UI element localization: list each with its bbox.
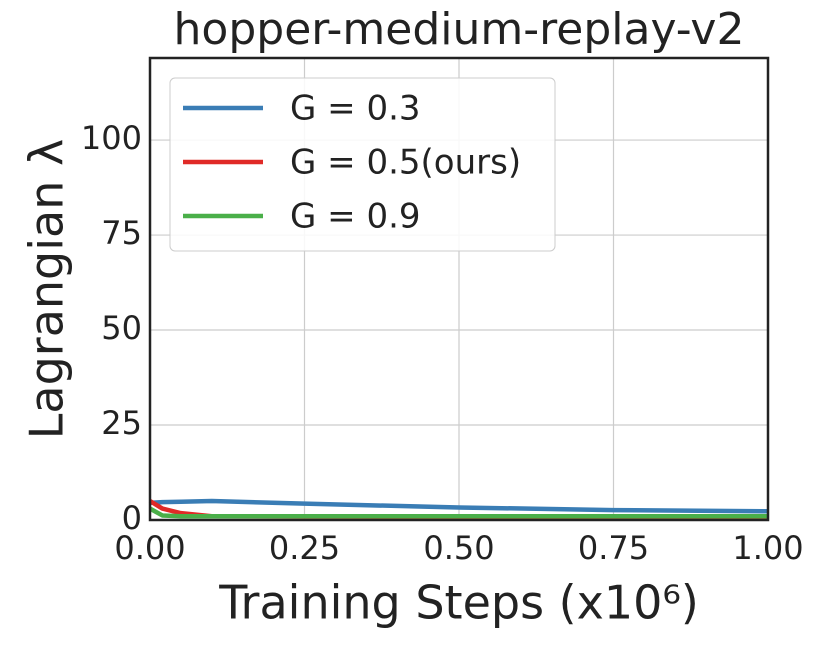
x-axis-label: Training Steps (x10⁶) (218, 576, 699, 630)
y-tick-label: 75 (101, 214, 142, 252)
chart-title: hopper-medium-replay-v2 (174, 4, 745, 55)
x-tick-label: 0.50 (423, 529, 494, 567)
line (149, 498, 769, 514)
y-tick-label: 0 (122, 499, 142, 537)
legend-label: G = 0.9 (290, 197, 421, 237)
legend-label: G = 0.5(ours) (290, 143, 521, 183)
line (148, 506, 768, 519)
y-axis-label: Lagrangian λ (20, 139, 74, 439)
x-tick-label: 0.25 (269, 529, 340, 567)
y-tick-label: 25 (101, 404, 142, 442)
legend-label: G = 0.3 (290, 89, 421, 129)
y-tick-label: 100 (81, 119, 142, 157)
legend-box (169, 77, 556, 252)
legend: G = 0.3 G = 0.5(ours) G = 0.9 (169, 77, 556, 252)
x-tick-label: 0.00 (114, 529, 185, 567)
x-tick-label: 0.75 (578, 529, 649, 567)
y-tick-label: 50 (101, 309, 142, 347)
plot-frame (148, 56, 770, 522)
x-tick-label: 1.00 (732, 529, 803, 567)
